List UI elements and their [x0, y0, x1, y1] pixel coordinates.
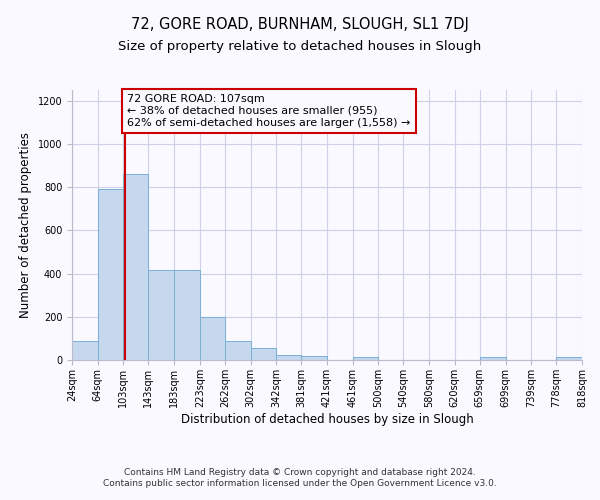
Bar	[123, 174, 148, 360]
Bar	[148, 270, 174, 360]
Bar	[174, 270, 200, 360]
Bar	[556, 357, 582, 360]
Bar	[353, 357, 378, 360]
Text: 72 GORE ROAD: 107sqm
← 38% of detached houses are smaller (955)
62% of semi-deta: 72 GORE ROAD: 107sqm ← 38% of detached h…	[127, 94, 410, 128]
Text: Size of property relative to detached houses in Slough: Size of property relative to detached ho…	[118, 40, 482, 53]
X-axis label: Distribution of detached houses by size in Slough: Distribution of detached houses by size …	[181, 412, 473, 426]
Bar	[480, 357, 506, 360]
Bar	[251, 348, 276, 360]
Bar	[225, 340, 251, 360]
Bar	[72, 340, 98, 360]
Bar	[301, 356, 327, 360]
Text: 72, GORE ROAD, BURNHAM, SLOUGH, SL1 7DJ: 72, GORE ROAD, BURNHAM, SLOUGH, SL1 7DJ	[131, 18, 469, 32]
Bar	[276, 354, 301, 360]
Text: Contains HM Land Registry data © Crown copyright and database right 2024.
Contai: Contains HM Land Registry data © Crown c…	[103, 468, 497, 487]
Bar	[98, 190, 123, 360]
Bar	[200, 317, 225, 360]
Y-axis label: Number of detached properties: Number of detached properties	[19, 132, 32, 318]
